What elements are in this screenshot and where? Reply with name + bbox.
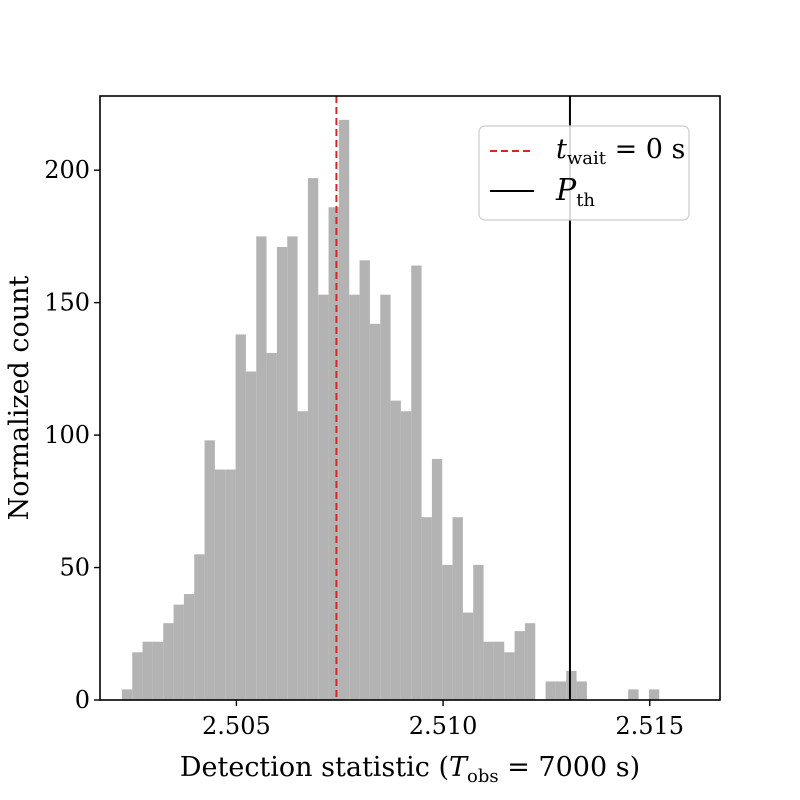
histogram-bar [173, 604, 184, 700]
histogram-bar [214, 469, 226, 700]
histogram-bar [431, 458, 443, 700]
x-axis-ticks: 2.505 2.510 2.515 [202, 700, 684, 740]
histogram-bar [328, 207, 339, 700]
x-axis-label: Detection statistic (Tobs = 7000 s) [180, 752, 640, 787]
histogram-bar [421, 517, 432, 700]
histogram-bars [121, 119, 660, 700]
legend-entry-t-wait: twait = 0 s [556, 134, 685, 169]
histogram-bar [266, 352, 277, 700]
histogram-bar [225, 469, 236, 700]
histogram-bar [338, 119, 350, 700]
y-axis-label: Normalized count [4, 275, 35, 520]
y-tick-label: 100 [44, 421, 90, 449]
histogram-bar [576, 681, 587, 700]
histogram-bar [504, 652, 515, 700]
histogram-bar [183, 594, 195, 700]
histogram-bar [648, 689, 660, 700]
histogram-bar [287, 236, 298, 700]
histogram-bar [256, 236, 267, 700]
legend-entry-p-th: Pth [555, 173, 595, 211]
plot-frame [99, 95, 721, 701]
histogram-bar [452, 517, 463, 700]
histogram-bar [628, 689, 639, 700]
histogram-bar [390, 400, 401, 700]
histogram-bar [566, 670, 577, 700]
histogram-bar [132, 652, 143, 700]
histogram-bar [400, 411, 412, 700]
histogram-bar [359, 260, 370, 700]
y-tick-label: 0 [75, 686, 90, 714]
legend-box [478, 125, 690, 221]
histogram-bar [473, 564, 484, 700]
histogram-bar [297, 411, 308, 700]
x-tick-label: 2.515 [615, 712, 684, 740]
y-axis-ticks: 0 50 100 150 200 [44, 156, 100, 714]
histogram-bar [524, 623, 536, 700]
histogram-bar [411, 265, 422, 700]
histogram-bar [276, 247, 288, 700]
y-tick-label: 50 [59, 554, 90, 582]
histogram-bar [462, 612, 474, 700]
histogram-bar [442, 564, 453, 700]
histogram-bar [121, 689, 133, 700]
histogram-bar [545, 681, 556, 700]
histogram-bar [152, 641, 164, 700]
histogram-bar [514, 631, 525, 700]
histogram-bar [235, 334, 246, 700]
histogram-bar [142, 641, 153, 700]
x-tick-label: 2.510 [409, 712, 478, 740]
histogram-bar [318, 294, 329, 700]
histogram-bar [380, 294, 391, 700]
histogram-bar [307, 178, 319, 700]
histogram-bar [493, 641, 505, 700]
legend: twait = 0 s Pth [478, 125, 690, 221]
histogram-bar [163, 623, 174, 700]
histogram-bar [194, 554, 205, 700]
histogram-bar [204, 440, 215, 700]
histogram-bar [245, 371, 257, 700]
histogram-bar [555, 681, 567, 700]
y-tick-label: 200 [44, 156, 90, 184]
x-tick-label: 2.505 [202, 712, 271, 740]
histogram-bar [349, 294, 360, 700]
y-tick-label: 150 [44, 289, 90, 317]
histogram-bar [483, 641, 494, 700]
histogram-bar [369, 323, 381, 700]
